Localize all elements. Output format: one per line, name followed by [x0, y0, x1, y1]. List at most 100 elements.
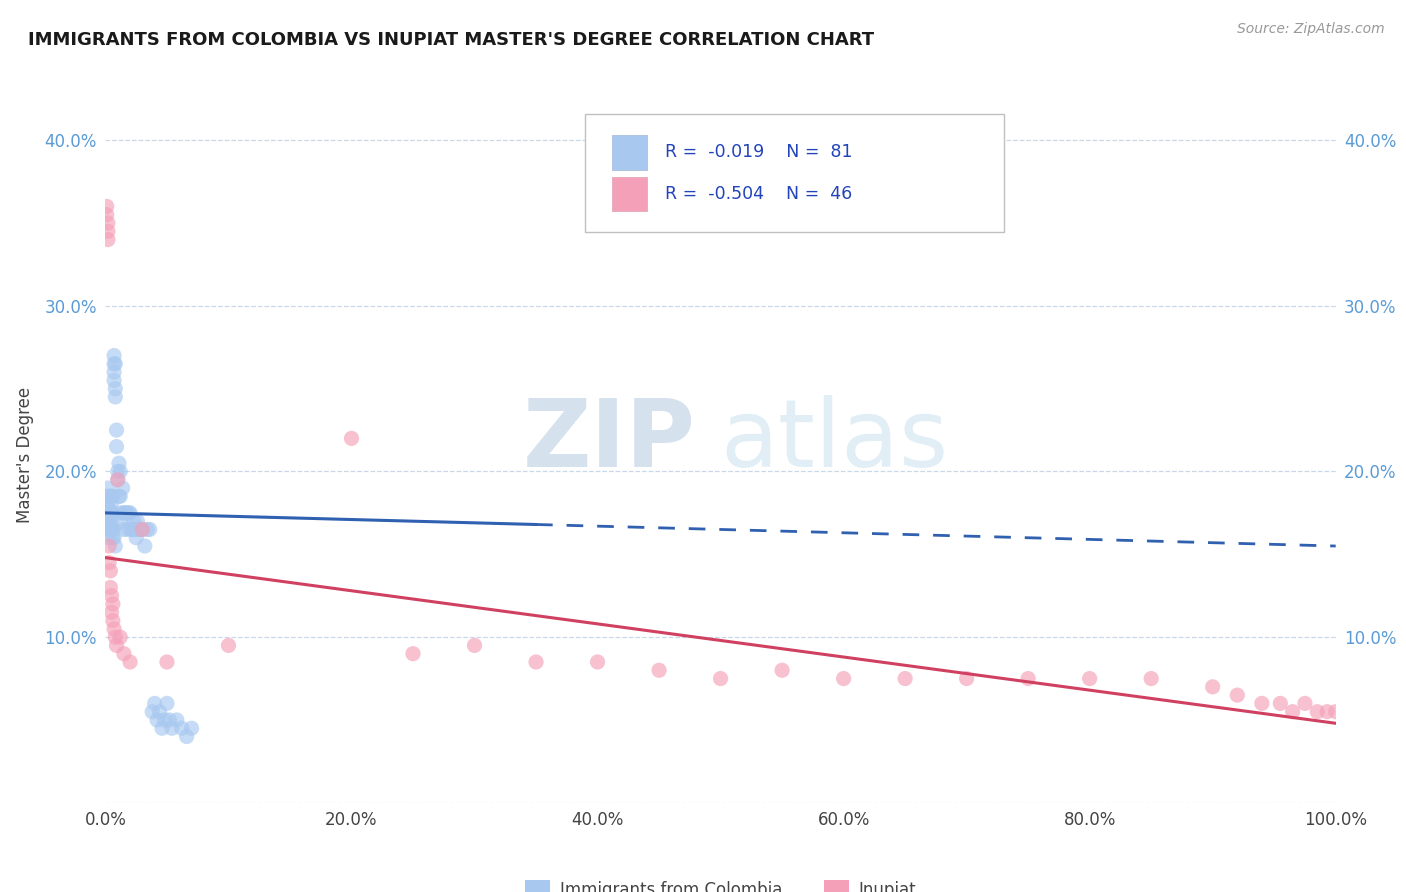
Point: [1281, 705, 1303, 719]
Point: [103, 531, 125, 545]
Point: [105, 639, 128, 653]
Point: [956, 672, 979, 686]
Point: [98, 514, 121, 528]
Point: [122, 514, 145, 528]
Point: [98, 489, 122, 503]
Point: [112, 523, 135, 537]
Point: [103, 349, 125, 363]
Point: [100, 523, 122, 537]
FancyBboxPatch shape: [585, 114, 1004, 232]
Point: [110, 465, 132, 479]
Point: [150, 721, 173, 735]
Point: [105, 440, 128, 454]
Point: [340, 431, 363, 445]
Point: [1078, 672, 1101, 686]
Point: [103, 357, 125, 371]
Point: [103, 365, 125, 379]
Point: [1270, 697, 1292, 711]
Point: [120, 523, 142, 537]
Point: [112, 506, 135, 520]
Point: [104, 382, 127, 396]
Point: [104, 357, 127, 371]
Point: [100, 498, 122, 512]
Point: [120, 506, 141, 520]
Point: [110, 489, 132, 503]
Point: [218, 639, 240, 653]
Point: [97, 506, 120, 520]
Point: [104, 390, 127, 404]
Point: [143, 697, 166, 711]
Point: [97, 514, 120, 528]
Point: [100, 506, 122, 520]
Bar: [613, 135, 647, 169]
Point: [156, 697, 179, 711]
Point: [156, 655, 179, 669]
Point: [129, 523, 152, 537]
Point: [96, 506, 118, 520]
Point: [586, 655, 609, 669]
Point: [98, 531, 121, 545]
Point: [100, 589, 122, 603]
Point: [103, 373, 125, 387]
Point: [894, 672, 917, 686]
Point: [118, 506, 141, 520]
Point: [96, 199, 118, 213]
Point: [110, 630, 132, 644]
Point: [524, 655, 547, 669]
Point: [402, 647, 425, 661]
Bar: [613, 177, 647, 211]
Point: [1202, 680, 1225, 694]
Point: [160, 721, 183, 735]
Point: [115, 506, 138, 520]
Point: [100, 506, 122, 520]
Point: [131, 523, 153, 537]
Point: [128, 523, 150, 537]
Point: [134, 539, 156, 553]
Point: [107, 465, 129, 479]
Point: [170, 721, 193, 735]
Y-axis label: Master's Degree: Master's Degree: [15, 387, 34, 523]
Point: [97, 233, 120, 247]
Point: [127, 514, 149, 528]
Text: R =  -0.019    N =  81: R = -0.019 N = 81: [665, 144, 852, 161]
Point: [112, 647, 135, 661]
Point: [100, 605, 122, 619]
Point: [146, 713, 169, 727]
Point: [166, 713, 188, 727]
Point: [1316, 705, 1339, 719]
Point: [1324, 705, 1347, 719]
Point: [648, 663, 671, 677]
Point: [464, 639, 486, 653]
Point: [101, 597, 124, 611]
Point: [176, 730, 198, 744]
Point: [1251, 697, 1274, 711]
Point: [107, 473, 129, 487]
Point: [98, 581, 122, 595]
Point: [149, 705, 172, 719]
Point: [107, 473, 129, 487]
Point: [159, 713, 180, 727]
Point: [101, 506, 124, 520]
Point: [97, 216, 120, 230]
Point: [96, 489, 118, 503]
Point: [1306, 705, 1329, 719]
Point: [138, 523, 162, 537]
Point: [121, 523, 143, 537]
Point: [97, 224, 120, 238]
Point: [101, 614, 124, 628]
Point: [117, 523, 139, 537]
Point: [98, 564, 122, 578]
Point: [98, 489, 121, 503]
Point: [105, 423, 128, 437]
Point: [111, 481, 134, 495]
Text: R =  -0.504    N =  46: R = -0.504 N = 46: [665, 185, 852, 203]
Point: [124, 523, 146, 537]
Text: ZIP: ZIP: [523, 395, 696, 487]
Point: [98, 523, 121, 537]
Point: [108, 456, 131, 470]
Point: [98, 506, 121, 520]
Point: [101, 523, 124, 537]
Point: [770, 663, 793, 677]
Point: [98, 539, 121, 553]
Point: [1017, 672, 1039, 686]
